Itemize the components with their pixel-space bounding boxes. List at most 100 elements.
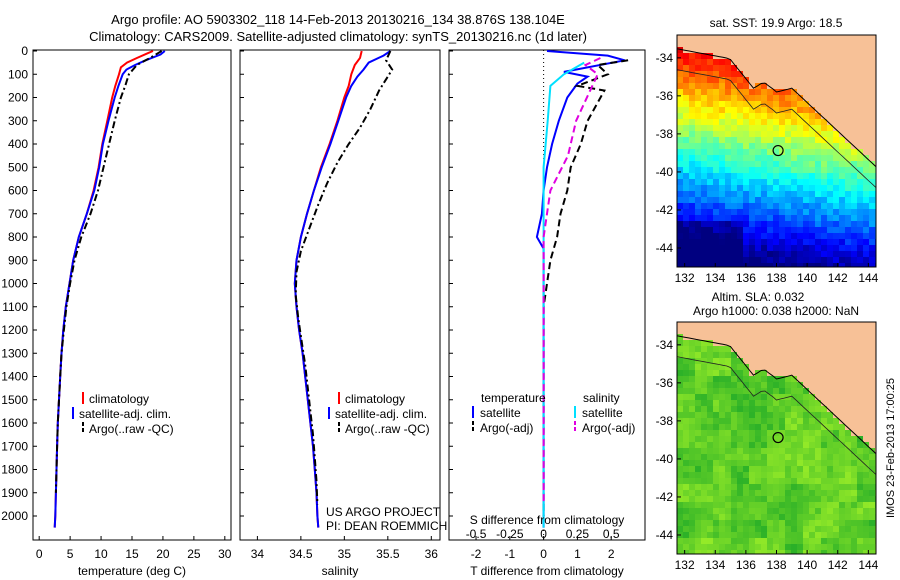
map-cell bbox=[833, 149, 840, 156]
map-cell bbox=[731, 263, 738, 267]
map-cell bbox=[677, 370, 684, 377]
map-cell bbox=[851, 388, 858, 395]
map-cell bbox=[815, 334, 822, 341]
map-cell bbox=[821, 358, 828, 365]
map-cell bbox=[701, 227, 708, 234]
map-cell bbox=[845, 400, 852, 407]
map-cell bbox=[707, 257, 714, 264]
map-cell bbox=[791, 209, 798, 216]
map-cell bbox=[785, 478, 792, 485]
map-cell bbox=[773, 514, 780, 521]
map-cell bbox=[779, 370, 786, 377]
map-cell bbox=[719, 125, 726, 132]
map-cell bbox=[689, 167, 696, 174]
map-cell bbox=[857, 448, 864, 455]
map-cell bbox=[737, 203, 744, 210]
map-cell bbox=[731, 382, 738, 389]
map-cell bbox=[755, 490, 762, 497]
map-cell bbox=[719, 370, 726, 377]
map-cell bbox=[719, 149, 726, 156]
map-cell bbox=[839, 394, 846, 401]
map-cell bbox=[785, 454, 792, 461]
map-cell bbox=[683, 257, 690, 264]
difference-t-tick-label: 0 bbox=[540, 547, 547, 561]
map-cell bbox=[821, 400, 828, 407]
map-cell bbox=[701, 95, 708, 102]
map-cell bbox=[773, 185, 780, 192]
map-cell bbox=[695, 454, 702, 461]
map-cell bbox=[833, 173, 840, 180]
map-cell bbox=[695, 89, 702, 96]
map-cell bbox=[701, 352, 708, 359]
map-cell bbox=[827, 352, 834, 359]
map-cell bbox=[713, 514, 720, 521]
map-cell bbox=[743, 233, 750, 240]
map-cell bbox=[719, 47, 726, 54]
map-cell bbox=[839, 185, 846, 192]
map-cell bbox=[809, 173, 816, 180]
map-cell bbox=[695, 227, 702, 234]
map-cell bbox=[809, 41, 816, 48]
map-cell bbox=[797, 89, 804, 96]
map-cell bbox=[701, 71, 708, 78]
map-cell bbox=[767, 346, 774, 353]
map-cell bbox=[791, 346, 798, 353]
map-cell bbox=[749, 430, 756, 437]
map-cell bbox=[785, 322, 792, 329]
map-cell bbox=[869, 376, 876, 383]
map-cell bbox=[869, 538, 876, 545]
map-cell bbox=[743, 502, 750, 509]
map-cell bbox=[791, 328, 798, 335]
map-cell bbox=[713, 77, 720, 84]
map-cell bbox=[719, 502, 726, 509]
map-cell bbox=[689, 227, 696, 234]
map-cell bbox=[755, 358, 762, 365]
map-y-tick-label: -34 bbox=[656, 338, 674, 352]
map-cell bbox=[797, 155, 804, 162]
map-cell bbox=[869, 155, 876, 162]
map-cell bbox=[797, 490, 804, 497]
map-cell bbox=[845, 143, 852, 150]
difference-series-salinity-argo-adj- bbox=[542, 57, 601, 505]
map-cell bbox=[815, 53, 822, 60]
map-cell bbox=[689, 155, 696, 162]
map-cell bbox=[743, 251, 750, 258]
map-cell bbox=[857, 388, 864, 395]
map-cell bbox=[707, 472, 714, 479]
map-cell bbox=[713, 508, 720, 515]
map-cell bbox=[761, 418, 768, 425]
map-cell bbox=[737, 442, 744, 449]
map-cell bbox=[707, 35, 714, 42]
map-cell bbox=[845, 251, 852, 258]
map-cell bbox=[803, 161, 810, 168]
legend-header-salinity: salinity bbox=[583, 391, 620, 405]
map-cell bbox=[869, 466, 876, 473]
map-cell bbox=[857, 322, 864, 329]
map-cell bbox=[719, 131, 726, 138]
map-cell bbox=[713, 137, 720, 144]
map-cell bbox=[755, 370, 762, 377]
map-cell bbox=[827, 508, 834, 515]
map-cell bbox=[815, 203, 822, 210]
map-cell bbox=[767, 161, 774, 168]
map-cell bbox=[767, 155, 774, 162]
map-cell bbox=[695, 340, 702, 347]
map-cell bbox=[869, 125, 876, 132]
map-cell bbox=[809, 508, 816, 515]
map-cell bbox=[809, 490, 816, 497]
map-cell bbox=[791, 388, 798, 395]
map-cell bbox=[701, 328, 708, 335]
map-cell bbox=[755, 251, 762, 258]
map-cell bbox=[815, 406, 822, 413]
map-cell bbox=[833, 508, 840, 515]
map-cell bbox=[701, 77, 708, 84]
map-cell bbox=[677, 143, 684, 150]
map-cell bbox=[767, 41, 774, 48]
map-cell bbox=[827, 263, 834, 267]
map-cell bbox=[797, 514, 804, 521]
map-cell bbox=[737, 526, 744, 533]
map-cell bbox=[773, 215, 780, 222]
map-cell bbox=[677, 502, 684, 509]
map-cell bbox=[677, 406, 684, 413]
map-cell bbox=[743, 358, 750, 365]
